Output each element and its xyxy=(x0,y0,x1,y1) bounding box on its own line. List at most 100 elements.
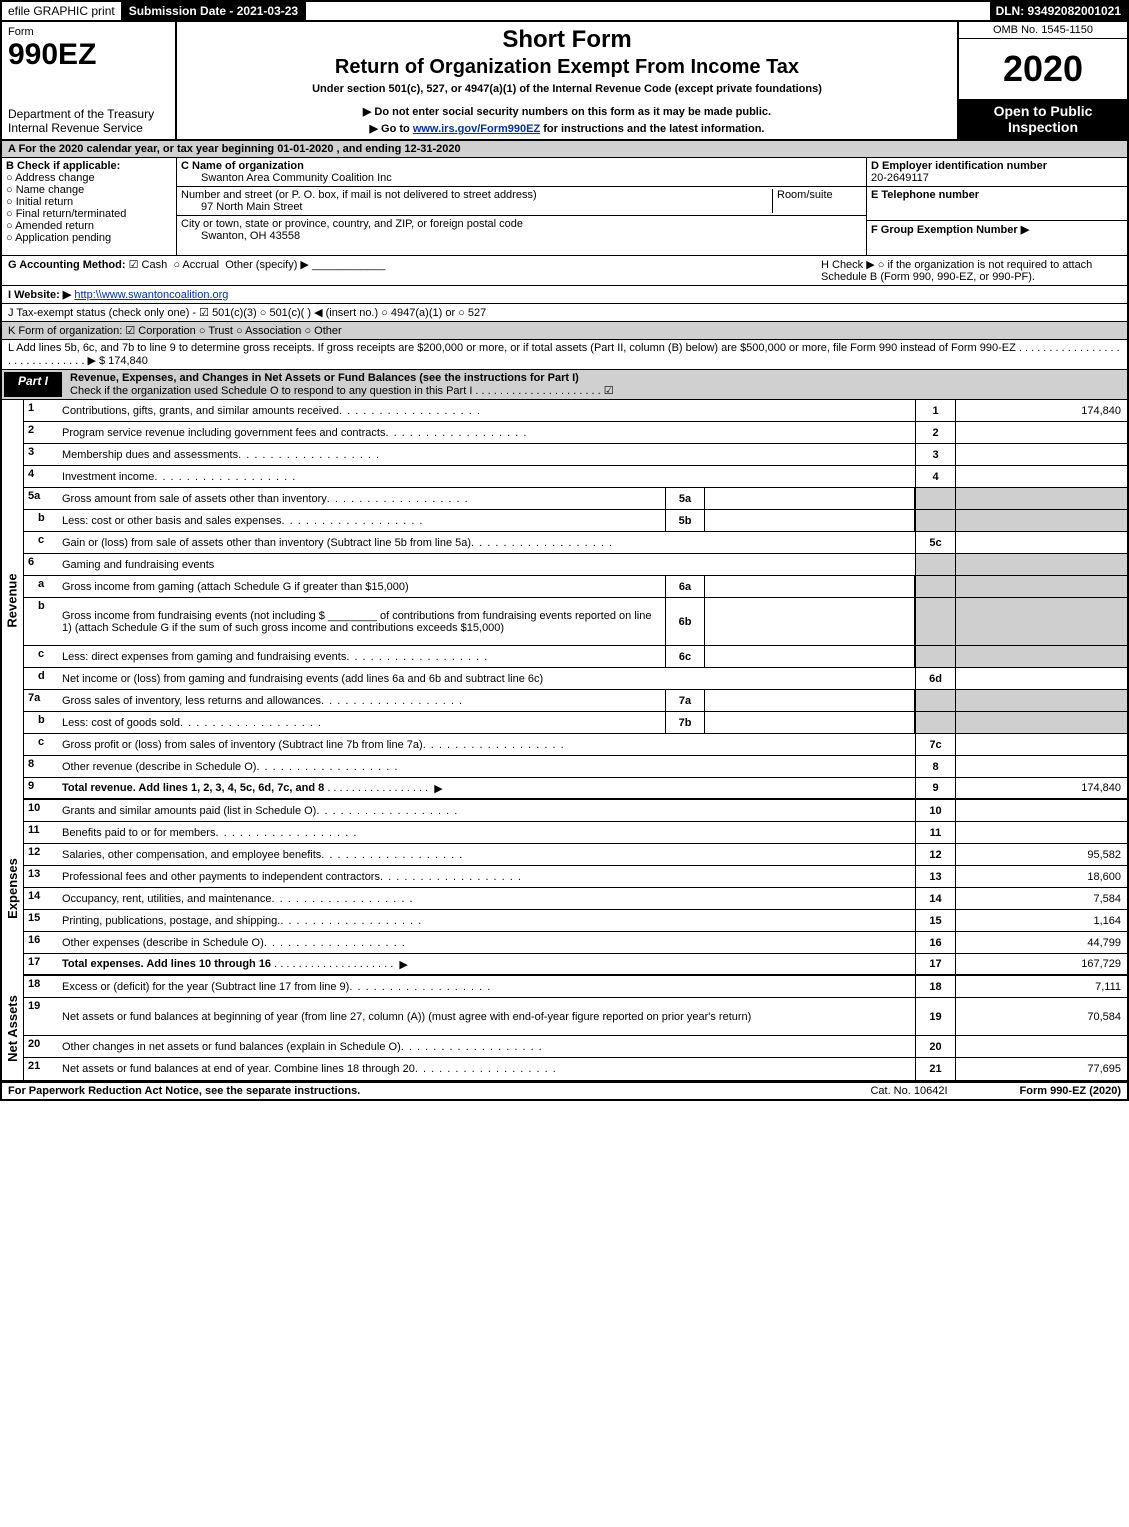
efile-label[interactable]: efile GRAPHIC print xyxy=(2,2,123,20)
ln-2-d: Program service revenue including govern… xyxy=(58,422,915,443)
ln-7b: b xyxy=(24,712,58,733)
ln-6c-rn xyxy=(915,646,955,667)
submission-date-button[interactable]: Submission Date - 2021-03-23 xyxy=(123,2,306,20)
ln-4-rn: 4 xyxy=(915,466,955,487)
chk-name-change[interactable]: Name change xyxy=(6,184,172,196)
ln-6c-d: Less: direct expenses from gaming and fu… xyxy=(58,646,665,667)
ln-4-v xyxy=(955,466,1127,487)
header-left: Form 990EZ Department of the Treasury In… xyxy=(2,22,177,139)
ln-7b-d: Less: cost of goods sold xyxy=(58,712,665,733)
ln-8-d: Other revenue (describe in Schedule O) xyxy=(58,756,915,777)
ln-14-rn: 14 xyxy=(915,888,955,909)
ln-2-v xyxy=(955,422,1127,443)
website-link[interactable]: http:\\www.swantoncoalition.org xyxy=(74,289,228,301)
footer-left: For Paperwork Reduction Act Notice, see … xyxy=(2,1083,864,1099)
row-a-period: A For the 2020 calendar year, or tax yea… xyxy=(0,141,1129,158)
ln-17: 17 xyxy=(24,954,58,974)
ln-5a-rv xyxy=(955,488,1127,509)
ln-6-d: Gaming and fundraising events xyxy=(58,554,915,575)
c-street-label: Number and street (or P. O. box, if mail… xyxy=(181,189,772,201)
ln-5a-d: Gross amount from sale of assets other t… xyxy=(58,488,665,509)
ln-21: 21 xyxy=(24,1058,58,1080)
ln-1-v: 174,840 xyxy=(955,400,1127,421)
ln-21-d: Net assets or fund balances at end of ye… xyxy=(58,1058,915,1080)
ln-19-v: 70,584 xyxy=(955,998,1127,1035)
ln-6b: b xyxy=(24,598,58,645)
part1-title-text: Revenue, Expenses, and Changes in Net As… xyxy=(70,372,579,384)
ln-5b-in: 5b xyxy=(665,510,705,531)
ln-14: 14 xyxy=(24,888,58,909)
ln-6b-rv xyxy=(955,598,1127,645)
ln-5b: b xyxy=(24,510,58,531)
ln-9-rn: 9 xyxy=(915,778,955,798)
ln-6a-in: 6a xyxy=(665,576,705,597)
g-other[interactable]: Other (specify) ▶ xyxy=(225,259,309,271)
ln-7a-in: 7a xyxy=(665,690,705,711)
c-city-label: City or town, state or province, country… xyxy=(181,218,862,230)
ln-8-v xyxy=(955,756,1127,777)
chk-address-change[interactable]: Address change xyxy=(6,172,172,184)
sub1: Under section 501(c), 527, or 4947(a)(1)… xyxy=(183,83,951,95)
ln-4-d: Investment income xyxy=(58,466,915,487)
ln-6d-d: Net income or (loss) from gaming and fun… xyxy=(58,668,915,689)
ln-17-d: Total expenses. Add lines 10 through 16 … xyxy=(58,954,915,974)
ln-5b-iv xyxy=(705,510,915,531)
ln-20: 20 xyxy=(24,1036,58,1057)
ln-18: 18 xyxy=(24,976,58,997)
ln-7a-rn xyxy=(915,690,955,711)
dln-label: DLN: 93492082001021 xyxy=(990,2,1127,20)
page-footer: For Paperwork Reduction Act Notice, see … xyxy=(0,1082,1129,1101)
ln-7a-d: Gross sales of inventory, less returns a… xyxy=(58,690,665,711)
ln-2: 2 xyxy=(24,422,58,443)
ln-6b-iv xyxy=(705,598,915,645)
ln-11-rn: 11 xyxy=(915,822,955,843)
chk-application-pending[interactable]: Application pending xyxy=(6,232,172,244)
ln-1: 1 xyxy=(24,400,58,421)
form-header: Form 990EZ Department of the Treasury In… xyxy=(0,22,1129,141)
chk-accrual[interactable]: Accrual xyxy=(173,259,219,271)
ln-13-rn: 13 xyxy=(915,866,955,887)
ln-7a: 7a xyxy=(24,690,58,711)
ln-6d-v xyxy=(955,668,1127,689)
g-label: G Accounting Method: xyxy=(8,259,126,271)
topbar: efile GRAPHIC print Submission Date - 20… xyxy=(0,0,1129,22)
ln-10: 10 xyxy=(24,800,58,821)
ln-7c: c xyxy=(24,734,58,755)
ln-6a: a xyxy=(24,576,58,597)
ln-10-d: Grants and similar amounts paid (list in… xyxy=(58,800,915,821)
ln-16-rn: 16 xyxy=(915,932,955,953)
ln-7b-rn xyxy=(915,712,955,733)
ln-19: 19 xyxy=(24,998,58,1035)
ln-9-d: Total revenue. Add lines 1, 2, 3, 4, 5c,… xyxy=(58,778,915,798)
chk-final-return[interactable]: Final return/terminated xyxy=(6,208,172,220)
ln-5a: 5a xyxy=(24,488,58,509)
ln-8-rn: 8 xyxy=(915,756,955,777)
d-ein-value: 20-2649117 xyxy=(871,172,1123,184)
row-j-tax-status: J Tax-exempt status (check only one) - ☑… xyxy=(0,304,1129,322)
ln-15: 15 xyxy=(24,910,58,931)
tax-year: 2020 xyxy=(959,39,1127,99)
col-c: C Name of organization Swanton Area Comm… xyxy=(177,158,867,255)
ln-3-rn: 3 xyxy=(915,444,955,465)
ln-2-rn: 2 xyxy=(915,422,955,443)
ln-5a-rn xyxy=(915,488,955,509)
arrow-icon: ▶ xyxy=(434,782,442,795)
ln-6c-rv xyxy=(955,646,1127,667)
ln-8: 8 xyxy=(24,756,58,777)
h-schedule-b: H Check ▶ ○ if the organization is not r… xyxy=(821,258,1121,283)
chk-initial-return[interactable]: Initial return xyxy=(6,196,172,208)
ln-5a-in: 5a xyxy=(665,488,705,509)
ln-9: 9 xyxy=(24,778,58,798)
return-title: Return of Organization Exempt From Incom… xyxy=(183,56,951,79)
chk-cash[interactable]: Cash xyxy=(129,259,168,271)
irs-label: Internal Revenue Service xyxy=(8,121,169,135)
dept-label: Department of the Treasury xyxy=(8,107,169,121)
chk-amended-return[interactable]: Amended return xyxy=(6,220,172,232)
netassets-side-label: Net Assets xyxy=(2,976,24,1080)
ln-5b-d: Less: cost or other basis and sales expe… xyxy=(58,510,665,531)
ln-17-rn: 17 xyxy=(915,954,955,974)
form990ez-link[interactable]: www.irs.gov/Form990EZ xyxy=(413,123,540,135)
form-number: 990EZ xyxy=(8,38,169,72)
ln-5b-rn xyxy=(915,510,955,531)
ln-15-d: Printing, publications, postage, and shi… xyxy=(58,910,915,931)
